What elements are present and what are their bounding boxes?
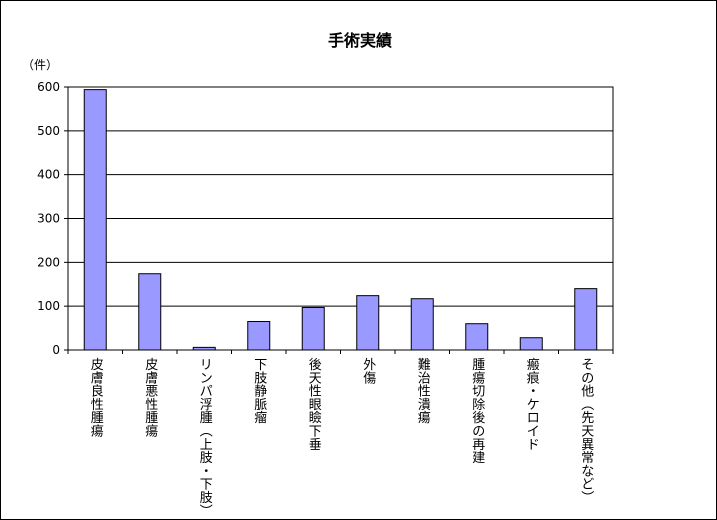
x-category-label: 皮膚良性腫瘍 bbox=[91, 358, 104, 440]
x-category-label: 皮膚悪性腫瘍 bbox=[145, 358, 158, 440]
bars bbox=[83, 89, 598, 351]
x-category-label: 後天性眼瞼下垂 bbox=[309, 358, 322, 453]
x-category-label: 難治性潰瘍 bbox=[418, 358, 431, 426]
bar bbox=[574, 288, 598, 351]
y-tick-label: 0 bbox=[52, 343, 60, 357]
x-category-label: 外傷 bbox=[363, 358, 376, 386]
bar bbox=[138, 273, 162, 351]
y-tick-label: 600 bbox=[37, 80, 60, 94]
y-axis-unit-label: （件） bbox=[22, 58, 58, 72]
x-category-labels: 皮膚良性腫瘍 皮膚悪性腫瘍 リンパ浮腫︵上肢・下肢︶ 下肢静脈瘤 後天性眼瞼下垂 外傷 難治… bbox=[91, 357, 595, 519]
bar bbox=[465, 323, 489, 351]
bar bbox=[83, 89, 107, 351]
x-category-label: 瘢痕・ケロイド bbox=[527, 357, 540, 453]
bar bbox=[410, 298, 434, 351]
y-tick-label: 300 bbox=[37, 212, 60, 226]
bar bbox=[247, 321, 271, 351]
x-category-label: 腫瘍切除後の再建 bbox=[472, 357, 485, 466]
y-tick-label: 100 bbox=[37, 299, 60, 313]
bar bbox=[301, 306, 325, 351]
y-tick-label: 200 bbox=[37, 255, 60, 269]
x-category-label: 下肢静脈瘤 bbox=[254, 358, 267, 426]
chart-title: 手術実績 bbox=[328, 31, 392, 50]
x-category-label: その他︵先天異常など︶ bbox=[581, 358, 594, 506]
y-tick-label: 400 bbox=[37, 168, 60, 182]
x-category-label: リンパ浮腫︵上肢・下肢︶ bbox=[200, 358, 213, 519]
axes bbox=[64, 86, 614, 354]
y-tick-labels: 0 100 200 300 400 500 600 bbox=[37, 80, 60, 357]
y-tick-label: 500 bbox=[37, 124, 60, 138]
bar bbox=[356, 295, 380, 351]
bar bbox=[519, 337, 543, 351]
